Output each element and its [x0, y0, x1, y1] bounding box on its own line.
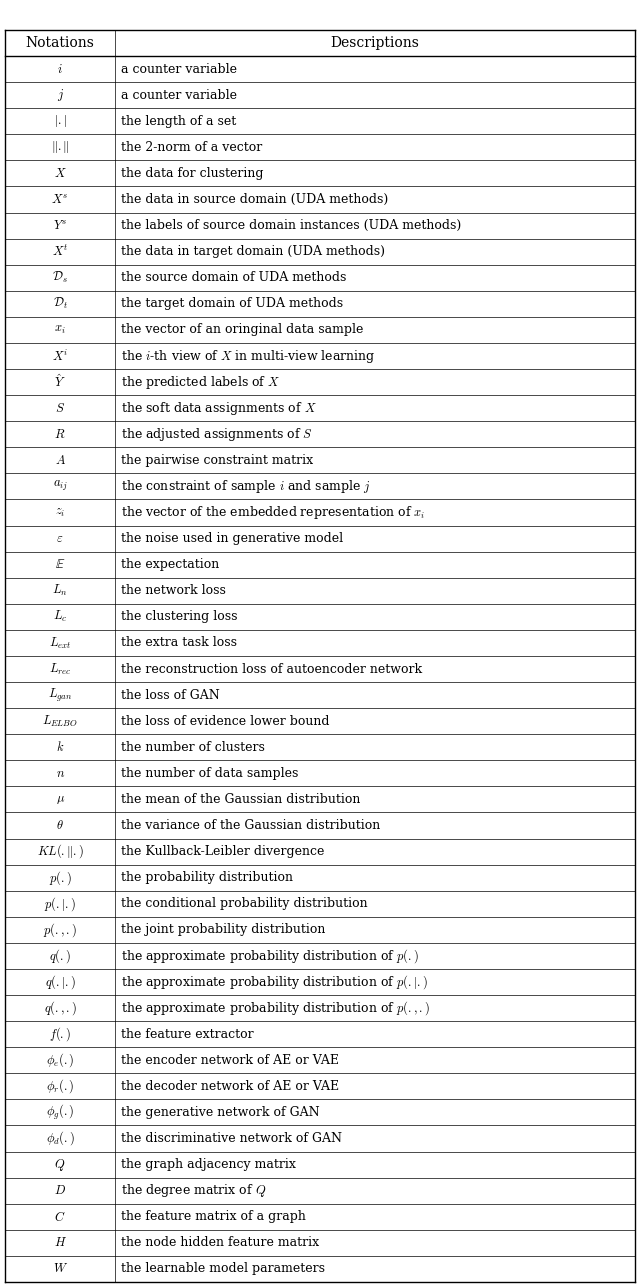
Text: the vector of the embedded representation of $x_i$: the vector of the embedded representatio… [121, 504, 426, 521]
Text: the mean of the Gaussian distribution: the mean of the Gaussian distribution [121, 793, 360, 806]
Text: the network loss: the network loss [121, 584, 226, 597]
Text: $L_c$: $L_c$ [53, 610, 67, 625]
Text: the expectation: the expectation [121, 558, 220, 571]
Text: $A$: $A$ [54, 454, 66, 467]
Text: the feature extractor: the feature extractor [121, 1028, 254, 1040]
Text: $|.|$: $|.|$ [54, 113, 67, 130]
Text: the clustering loss: the clustering loss [121, 611, 237, 624]
Text: the decoder network of AE or VAE: the decoder network of AE or VAE [121, 1080, 339, 1093]
Text: the extra task loss: the extra task loss [121, 637, 237, 649]
Text: $\hat{Y}$: $\hat{Y}$ [54, 374, 66, 391]
Text: $k$: $k$ [56, 741, 64, 755]
Text: the loss of evidence lower bound: the loss of evidence lower bound [121, 715, 330, 728]
Text: $q(.|.)$: $q(.|.)$ [45, 974, 76, 992]
Text: the encoder network of AE or VAE: the encoder network of AE or VAE [121, 1053, 339, 1067]
Text: $\mathcal{D}_t$: $\mathcal{D}_t$ [52, 296, 68, 311]
Text: Notations: Notations [26, 36, 95, 50]
Text: $\phi_r(.)$: $\phi_r(.)$ [46, 1078, 74, 1096]
Text: the conditional probability distribution: the conditional probability distribution [121, 898, 368, 910]
Text: $j$: $j$ [56, 87, 63, 103]
Text: $i$: $i$ [57, 63, 63, 76]
Text: the source domain of UDA methods: the source domain of UDA methods [121, 271, 347, 284]
Text: the loss of GAN: the loss of GAN [121, 688, 220, 702]
Text: $X^t$: $X^t$ [52, 244, 68, 260]
Text: a counter variable: a counter variable [121, 89, 237, 102]
Text: a counter variable: a counter variable [121, 63, 237, 76]
Text: $L_{ext}$: $L_{ext}$ [49, 635, 71, 651]
Text: $S$: $S$ [55, 401, 65, 414]
Text: the $i$-th view of $X$ in multi-view learning: the $i$-th view of $X$ in multi-view lea… [121, 347, 376, 364]
Text: the joint probability distribution: the joint probability distribution [121, 923, 326, 936]
Text: $X^s$: $X^s$ [51, 193, 69, 206]
Text: $\mathcal{D}_s$: $\mathcal{D}_s$ [52, 270, 68, 285]
Text: the 2-norm of a vector: the 2-norm of a vector [121, 141, 262, 154]
Text: $\phi_e(.)$: $\phi_e(.)$ [46, 1052, 74, 1069]
Text: the data in source domain (UDA methods): the data in source domain (UDA methods) [121, 193, 388, 206]
Text: $H$: $H$ [54, 1236, 67, 1250]
Text: the vector of an oringinal data sample: the vector of an oringinal data sample [121, 324, 364, 337]
Text: $L_{rec}$: $L_{rec}$ [49, 661, 71, 676]
Text: the constraint of sample $i$ and sample $j$: the constraint of sample $i$ and sample … [121, 478, 371, 495]
Text: $Q$: $Q$ [54, 1156, 66, 1173]
Text: $p(.|.)$: $p(.|.)$ [44, 895, 76, 913]
Text: the Kullback-Leibler divergence: the Kullback-Leibler divergence [121, 845, 324, 858]
Text: the predicted labels of $X$: the predicted labels of $X$ [121, 374, 280, 391]
Text: $R$: $R$ [54, 428, 66, 441]
Text: $f(.)$: $f(.)$ [49, 1025, 71, 1043]
Text: the generative network of GAN: the generative network of GAN [121, 1106, 320, 1119]
Text: $W$: $W$ [52, 1263, 68, 1276]
Text: the learnable model parameters: the learnable model parameters [121, 1263, 325, 1276]
Text: $KL(.\|.)$: $KL(.\|.)$ [36, 842, 84, 860]
Text: the data for clustering: the data for clustering [121, 167, 264, 180]
Text: the discriminative network of GAN: the discriminative network of GAN [121, 1132, 342, 1145]
Text: the labels of source domain instances (UDA methods): the labels of source domain instances (U… [121, 219, 461, 233]
Text: $\phi_d(.)$: $\phi_d(.)$ [45, 1129, 75, 1147]
Text: the target domain of UDA methods: the target domain of UDA methods [121, 297, 344, 310]
Text: the reconstruction loss of autoencoder network: the reconstruction loss of autoencoder n… [121, 662, 422, 675]
Text: $q(.,.)$: $q(.,.)$ [44, 999, 77, 1017]
Text: $D$: $D$ [54, 1184, 66, 1197]
Text: $z_i$: $z_i$ [55, 507, 65, 520]
Text: the variance of the Gaussian distribution: the variance of the Gaussian distributio… [121, 819, 381, 832]
Text: the feature matrix of a graph: the feature matrix of a graph [121, 1210, 306, 1223]
Text: $C$: $C$ [54, 1210, 66, 1224]
Text: the node hidden feature matrix: the node hidden feature matrix [121, 1236, 319, 1250]
Text: $a_{ij}$: $a_{ij}$ [52, 480, 68, 494]
Text: the probability distribution: the probability distribution [121, 871, 293, 885]
Text: $\mathbb{E}$: $\mathbb{E}$ [55, 558, 65, 571]
Text: the soft data assignments of $X$: the soft data assignments of $X$ [121, 400, 317, 417]
Text: $q(.)$: $q(.)$ [49, 946, 71, 964]
Text: $X^i$: $X^i$ [52, 349, 68, 364]
Text: the degree matrix of $Q$: the degree matrix of $Q$ [121, 1182, 266, 1200]
Text: the approximate probability distribution of $p(.|.)$: the approximate probability distribution… [121, 974, 428, 992]
Text: the number of clusters: the number of clusters [121, 741, 265, 754]
Text: $\phi_g(.)$: $\phi_g(.)$ [46, 1103, 74, 1121]
Text: $n$: $n$ [56, 766, 65, 779]
Text: $p(.,.)$: $p(.,.)$ [43, 921, 77, 939]
Text: $\varepsilon$: $\varepsilon$ [56, 532, 64, 545]
Text: the pairwise constraint matrix: the pairwise constraint matrix [121, 454, 314, 467]
Text: the noise used in generative model: the noise used in generative model [121, 532, 344, 545]
Text: $L_{ELBO}$: $L_{ELBO}$ [42, 714, 78, 729]
Text: $\theta$: $\theta$ [56, 819, 64, 832]
Text: $X$: $X$ [54, 167, 67, 180]
Text: Descriptions: Descriptions [331, 36, 420, 50]
Text: $\|.\|$: $\|.\|$ [51, 139, 69, 156]
Text: $L_n$: $L_n$ [52, 584, 68, 598]
Text: the data in target domain (UDA methods): the data in target domain (UDA methods) [121, 246, 385, 258]
Text: the graph adjacency matrix: the graph adjacency matrix [121, 1159, 296, 1172]
Text: the approximate probability distribution of $p(.)$: the approximate probability distribution… [121, 946, 419, 964]
Text: $L_{gan}$: $L_{gan}$ [48, 687, 72, 703]
Text: the approximate probability distribution of $p(.,.)$: the approximate probability distribution… [121, 999, 430, 1017]
Text: $\mu$: $\mu$ [56, 793, 65, 806]
Text: the length of a set: the length of a set [121, 114, 237, 127]
Text: $p(.)$: $p(.)$ [49, 869, 72, 886]
Text: the adjusted assignments of $S$: the adjusted assignments of $S$ [121, 426, 313, 442]
Text: $x_i$: $x_i$ [54, 324, 66, 337]
Text: $Y^s$: $Y^s$ [53, 219, 67, 233]
Text: the number of data samples: the number of data samples [121, 766, 299, 779]
